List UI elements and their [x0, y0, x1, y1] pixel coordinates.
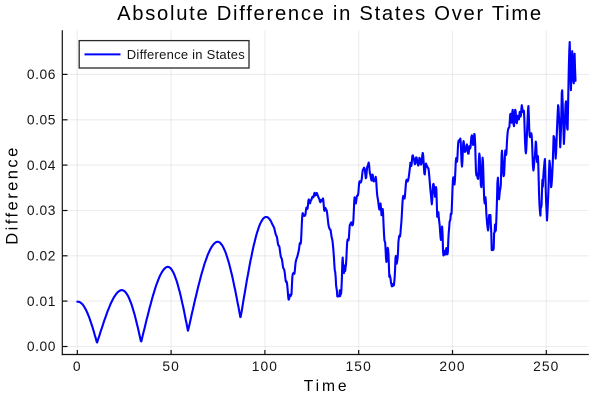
svg-text:0.00: 0.00 [27, 339, 56, 354]
svg-text:Absolute Difference in States: Absolute Difference in States Over Time [117, 3, 543, 25]
svg-text:200: 200 [439, 359, 465, 374]
svg-text:0.05: 0.05 [27, 113, 56, 128]
svg-text:150: 150 [346, 359, 372, 374]
svg-text:250: 250 [533, 359, 559, 374]
svg-text:0.06: 0.06 [27, 67, 56, 82]
svg-text:0.03: 0.03 [27, 203, 56, 218]
svg-text:100: 100 [252, 359, 278, 374]
svg-text:50: 50 [162, 359, 180, 374]
svg-text:0.04: 0.04 [27, 158, 56, 173]
svg-text:Difference: Difference [3, 145, 21, 244]
svg-text:0.02: 0.02 [27, 249, 56, 264]
svg-text:Difference in States: Difference in States [127, 47, 245, 62]
svg-text:0.01: 0.01 [27, 294, 56, 309]
svg-text:Time: Time [304, 378, 350, 395]
svg-text:0: 0 [73, 359, 82, 374]
